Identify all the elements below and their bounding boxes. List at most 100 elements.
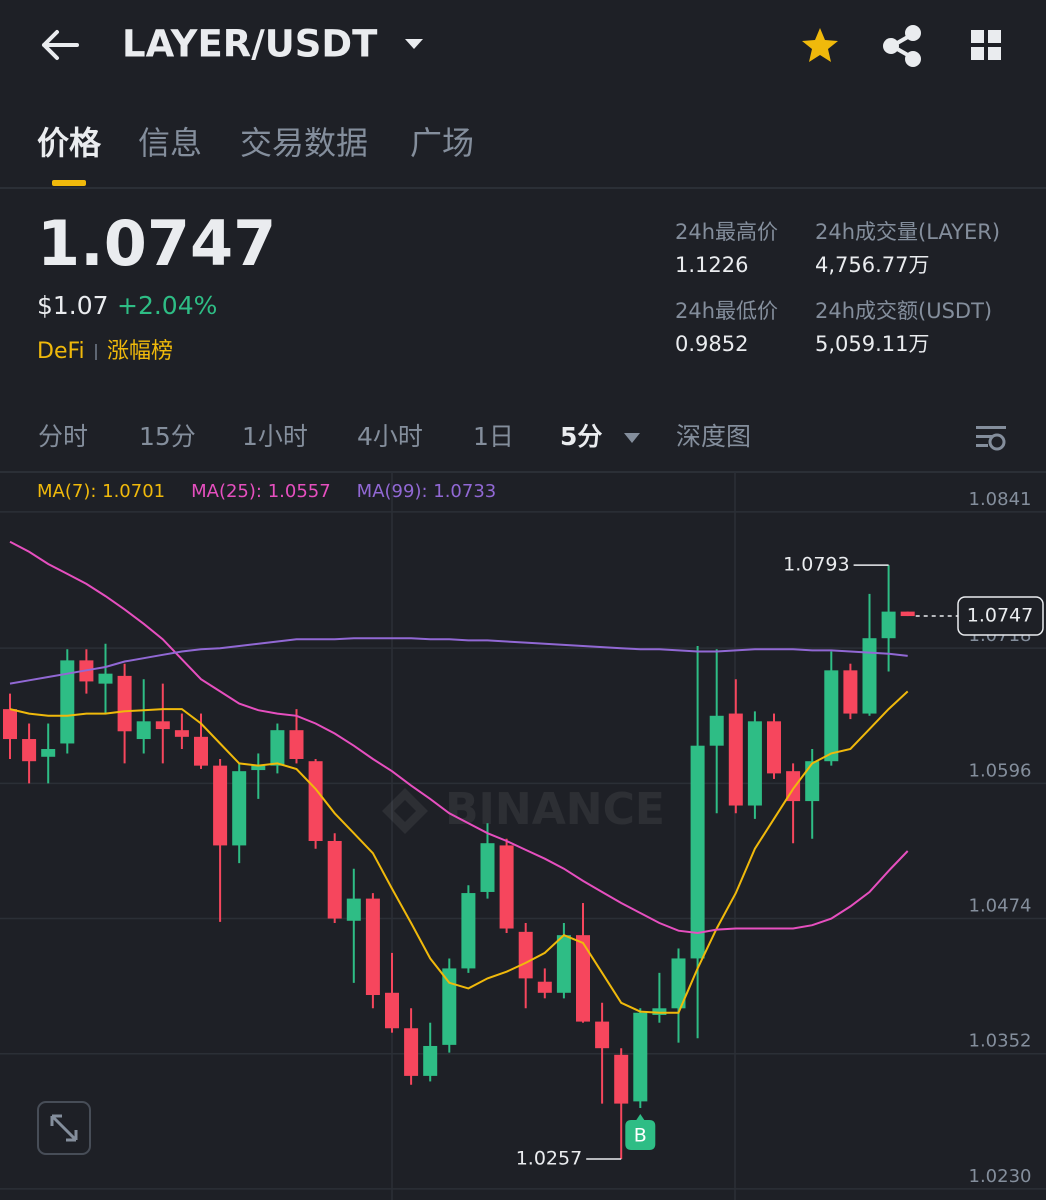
candle-body	[404, 1028, 419, 1076]
candle-body	[155, 721, 170, 730]
candle-body	[595, 1021, 610, 1049]
candle-body	[365, 898, 380, 996]
candle-body	[251, 765, 266, 771]
ma-line	[9, 690, 909, 1014]
pair-dropdown[interactable]	[405, 39, 423, 49]
grid-cell	[988, 47, 1001, 60]
candle-body	[3, 709, 17, 740]
favorite-star[interactable]	[802, 28, 838, 62]
tag[interactable]: DeFi	[37, 339, 85, 364]
candle-body	[900, 611, 915, 617]
candle-body	[232, 771, 247, 846]
interval[interactable]: 15分	[139, 422, 196, 451]
interval[interactable]: 深度图	[676, 422, 751, 451]
interval-dropdown[interactable]	[624, 433, 640, 443]
stat-label: 24h最高价	[675, 220, 778, 244]
candle-body	[747, 721, 762, 806]
candle-body	[862, 638, 877, 714]
fullscreen-frame	[37, 1101, 91, 1155]
candle-body	[289, 730, 304, 759]
candle-body	[690, 745, 705, 959]
candle-body	[213, 765, 228, 846]
candle-body	[461, 893, 476, 969]
candle-body	[423, 1045, 438, 1076]
candle-body	[117, 675, 132, 732]
candle-body	[346, 898, 361, 921]
interval[interactable]: 4小时	[357, 422, 423, 451]
share-dot	[905, 25, 921, 41]
interval[interactable]: 分时	[38, 422, 88, 451]
candle-body	[537, 981, 552, 993]
candle-body	[767, 721, 781, 774]
legend-entry: MA(25): 1.0557	[191, 481, 331, 502]
ma-line	[9, 540, 909, 935]
settings-gear	[988, 433, 1006, 451]
candle-body	[98, 673, 113, 684]
grid-cell	[988, 30, 1001, 43]
interval[interactable]: 1日	[473, 422, 514, 451]
tab-indicator	[52, 180, 86, 186]
last-price: 1.0747	[37, 207, 276, 280]
candle-body	[22, 739, 37, 762]
interval[interactable]: 1小时	[242, 422, 308, 451]
grid-menu[interactable]	[971, 30, 1001, 60]
interval-active[interactable]: 5分	[560, 422, 602, 451]
usd-price: $1.07	[37, 291, 109, 320]
candle-body	[824, 670, 839, 762]
ma-legend: MA(7): 1.0701 MA(25): 1.0557 MA(99): 1.073…	[37, 481, 496, 502]
y-tick-label: 1.0596	[969, 760, 1032, 781]
candle-body	[614, 1054, 629, 1104]
fullscreen-icon	[50, 1114, 78, 1142]
stat-value: 4,756.77万	[815, 253, 930, 277]
chart-settings[interactable]	[976, 426, 1006, 451]
tab[interactable]: 价格	[37, 124, 102, 162]
legend-entry: MA(7): 1.0701	[37, 481, 165, 502]
pair-title[interactable]: LAYER/USDT	[122, 23, 378, 66]
candle-body	[556, 935, 571, 993]
settings-bar	[976, 426, 1006, 429]
candle-body	[633, 1012, 648, 1102]
candle-body	[41, 749, 56, 757]
candle-body	[385, 992, 399, 1029]
tab[interactable]: 广场	[410, 124, 474, 162]
stat-value: 0.9852	[675, 332, 748, 356]
candle-body	[576, 935, 590, 1022]
back-button[interactable]	[42, 30, 79, 60]
ma-lines	[9, 540, 909, 1014]
stat-label: 24h成交额(USDT)	[815, 299, 992, 323]
tab[interactable]: 交易数据	[240, 124, 368, 162]
settings-bar	[976, 435, 992, 438]
share-button[interactable]	[883, 25, 921, 67]
candle-body	[881, 611, 896, 639]
grid-cell	[971, 47, 984, 60]
price-change: +2.04%	[117, 291, 217, 320]
candle-body	[480, 843, 495, 892]
stat-value: 1.1226	[675, 253, 748, 277]
candle-body	[60, 660, 75, 744]
buy-marker	[625, 1114, 656, 1151]
candle-body	[805, 761, 820, 802]
candle-body	[270, 730, 285, 766]
stat-label: 24h成交量(LAYER)	[815, 220, 1000, 244]
watermark: BINANCE	[382, 784, 665, 835]
candles	[3, 565, 915, 1160]
candle-body	[728, 713, 743, 806]
candle-body	[308, 761, 323, 841]
settings-bar	[976, 444, 988, 447]
grid	[0, 472, 1046, 1200]
y-tick-label: 1.0474	[969, 896, 1032, 917]
watermark-logo	[382, 788, 428, 834]
candle-body	[136, 721, 151, 740]
grid-cell	[971, 30, 984, 43]
y-tick-label: 1.0841	[969, 489, 1032, 510]
tag[interactable]: 涨幅榜	[107, 339, 173, 364]
candle-body	[709, 715, 724, 746]
candle-body	[671, 958, 686, 1009]
last-price-label: 1.0747	[967, 605, 1033, 627]
last-price-box	[957, 596, 1044, 636]
tab[interactable]: 信息	[138, 124, 202, 162]
fullscreen-button[interactable]	[37, 1101, 91, 1155]
y-tick-label: 1.0230	[969, 1166, 1032, 1187]
